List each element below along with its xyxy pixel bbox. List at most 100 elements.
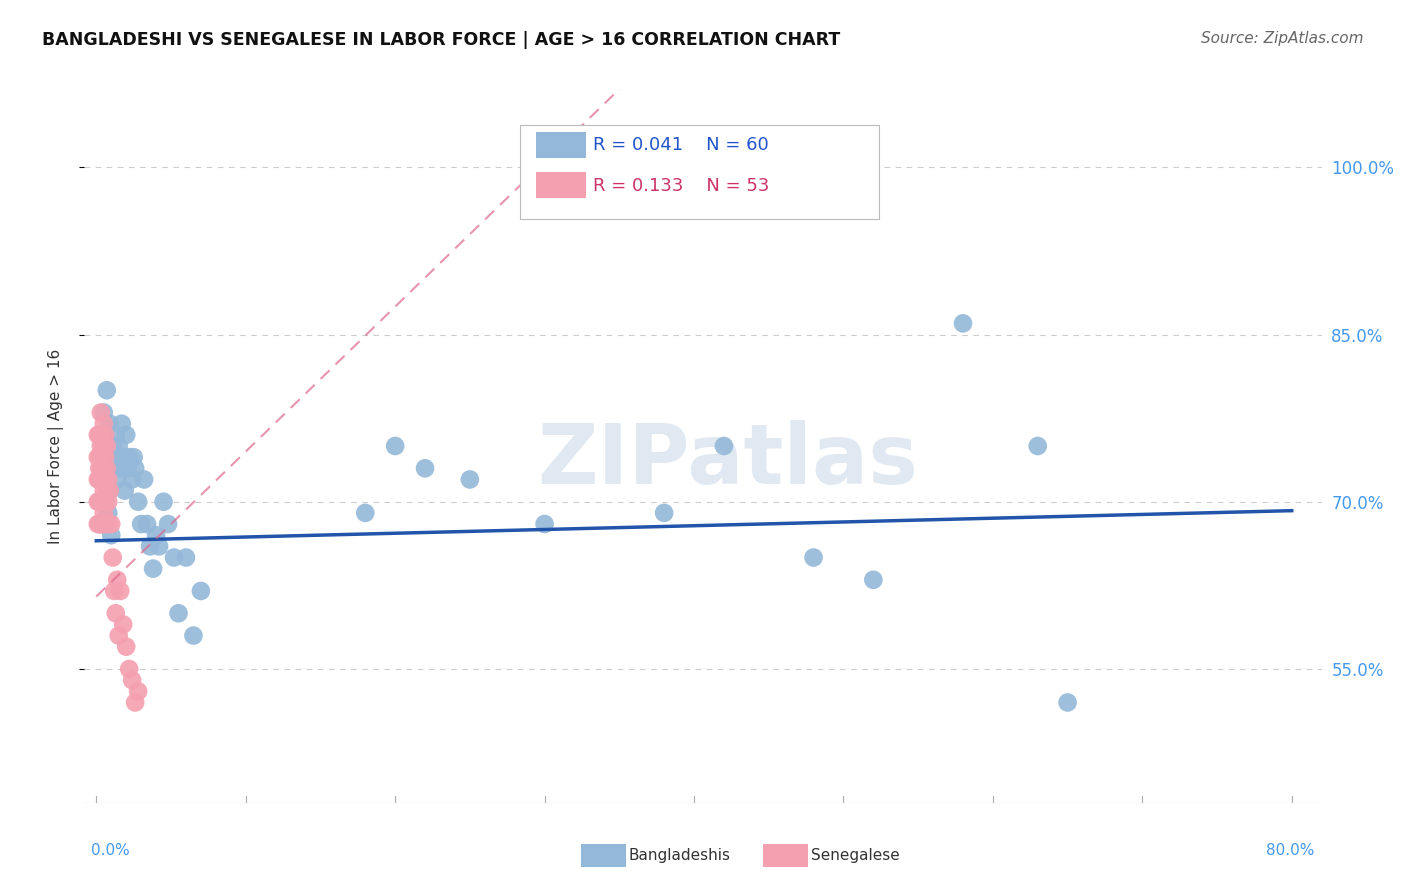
Point — [110, 584, 132, 599]
Point — [90, 428, 112, 442]
Point — [413, 461, 436, 475]
Point — [104, 607, 127, 621]
Point — [93, 417, 115, 431]
Point — [96, 384, 118, 398]
Point — [90, 495, 112, 509]
Point — [118, 450, 141, 465]
Point — [93, 406, 115, 420]
Point — [148, 539, 170, 553]
Point — [98, 483, 121, 498]
Point — [167, 607, 190, 621]
Point — [112, 617, 135, 632]
Point — [952, 317, 974, 331]
Point — [174, 550, 197, 565]
Point — [98, 483, 121, 498]
Point — [114, 483, 136, 498]
Point — [142, 562, 165, 576]
Point — [190, 584, 212, 599]
Point — [91, 428, 114, 442]
Point — [107, 629, 129, 643]
Point — [100, 461, 122, 475]
Point — [112, 450, 135, 465]
Point — [89, 473, 111, 487]
Point — [89, 461, 111, 475]
Point — [105, 573, 128, 587]
Point — [96, 439, 118, 453]
Point — [122, 450, 145, 465]
Point — [97, 439, 120, 453]
Point — [90, 406, 112, 420]
Point — [90, 495, 112, 509]
Point — [94, 495, 117, 509]
Point — [652, 506, 675, 520]
Point — [89, 450, 111, 465]
Point — [97, 473, 120, 487]
Point — [91, 450, 114, 465]
Point — [139, 539, 162, 553]
Point — [103, 584, 125, 599]
Point — [105, 473, 128, 487]
Point — [121, 473, 143, 487]
Point — [89, 473, 111, 487]
Text: BANGLADESHI VS SENEGALESE IN LABOR FORCE | AGE > 16 CORRELATION CHART: BANGLADESHI VS SENEGALESE IN LABOR FORCE… — [42, 31, 841, 49]
Text: Source: ZipAtlas.com: Source: ZipAtlas.com — [1201, 31, 1364, 46]
Point — [803, 550, 825, 565]
Point — [183, 629, 205, 643]
Point — [101, 550, 124, 565]
Point — [94, 428, 117, 442]
Point — [100, 528, 122, 542]
Point — [87, 495, 110, 509]
Text: 80.0%: 80.0% — [1267, 843, 1315, 858]
Point — [96, 483, 118, 498]
Point — [93, 506, 115, 520]
Point — [91, 495, 114, 509]
Point — [94, 450, 117, 465]
Point — [129, 517, 152, 532]
Text: Bangladeshis: Bangladeshis — [628, 848, 731, 863]
Point — [91, 517, 114, 532]
Point — [90, 439, 112, 453]
Point — [94, 473, 117, 487]
Point — [127, 684, 149, 698]
Point — [87, 473, 110, 487]
Point — [862, 573, 884, 587]
Point — [94, 495, 117, 509]
Point — [98, 417, 121, 431]
Point — [101, 439, 124, 453]
Point — [384, 439, 406, 453]
Point — [90, 473, 112, 487]
Point — [93, 439, 115, 453]
Point — [87, 450, 110, 465]
Point — [87, 428, 110, 442]
Point — [90, 428, 112, 442]
Text: R = 0.133    N = 53: R = 0.133 N = 53 — [593, 177, 769, 194]
Point — [97, 495, 120, 509]
Y-axis label: In Labor Force | Age > 16: In Labor Force | Age > 16 — [48, 349, 63, 543]
Point — [136, 517, 159, 532]
Point — [124, 696, 146, 710]
Point — [89, 517, 111, 532]
Point — [163, 550, 186, 565]
Point — [713, 439, 735, 453]
Point — [157, 517, 180, 532]
Text: Senegalese: Senegalese — [811, 848, 900, 863]
Point — [97, 506, 120, 520]
Point — [1056, 696, 1078, 710]
Point — [103, 450, 125, 465]
Point — [89, 495, 111, 509]
Point — [87, 517, 110, 532]
Point — [121, 673, 143, 688]
Text: R = 0.041    N = 60: R = 0.041 N = 60 — [593, 136, 769, 154]
Point — [145, 528, 167, 542]
Point — [94, 428, 117, 442]
Point — [91, 517, 114, 532]
Point — [1026, 439, 1049, 453]
Point — [152, 495, 174, 509]
Point — [89, 428, 111, 442]
Point — [89, 517, 111, 532]
Point — [533, 517, 555, 532]
Point — [93, 483, 115, 498]
Point — [93, 473, 115, 487]
Point — [97, 517, 120, 532]
Text: ZIPatlas: ZIPatlas — [537, 420, 918, 500]
